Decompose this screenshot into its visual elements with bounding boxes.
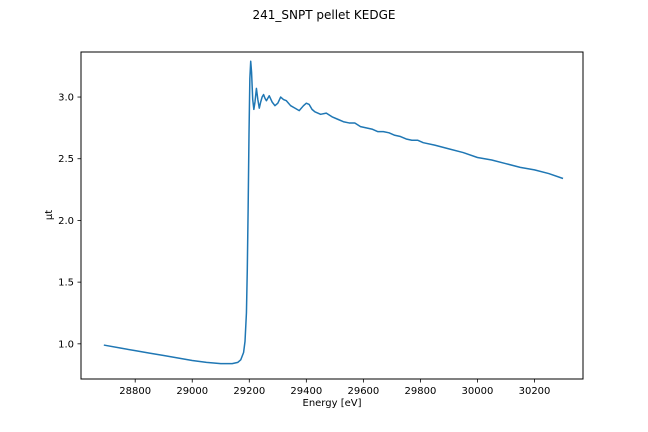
- y-tick-label: 1.5: [58, 278, 74, 289]
- plot-layer: [103, 60, 564, 365]
- ticks-layer: 28800 29000 29200 29400 29600 29800 30000 30200…: [58, 93, 550, 397]
- y-tick-label: 2.0: [58, 216, 74, 227]
- x-tick-label: 29000: [176, 386, 208, 397]
- y-tick-label: 3.0: [58, 93, 74, 104]
- x-tick-label: 30200: [519, 386, 551, 397]
- x-axis-label: Energy [eV]: [303, 398, 362, 409]
- y-axis-label: μt: [44, 210, 55, 220]
- x-tick-label: 28800: [119, 386, 151, 397]
- x-tick-label: 30000: [462, 386, 494, 397]
- chart-title: 241_SNPT pellet KEDGE: [252, 8, 395, 22]
- x-tick-label: 29200: [233, 386, 265, 397]
- series-line: [103, 60, 564, 365]
- axes-frame: [80, 51, 584, 380]
- x-tick-label: 29800: [405, 386, 437, 397]
- y-tick-label: 1.0: [58, 339, 74, 350]
- x-tick-label: 29600: [347, 386, 379, 397]
- y-tick-label: 2.5: [58, 154, 74, 165]
- x-tick-label: 29400: [290, 386, 322, 397]
